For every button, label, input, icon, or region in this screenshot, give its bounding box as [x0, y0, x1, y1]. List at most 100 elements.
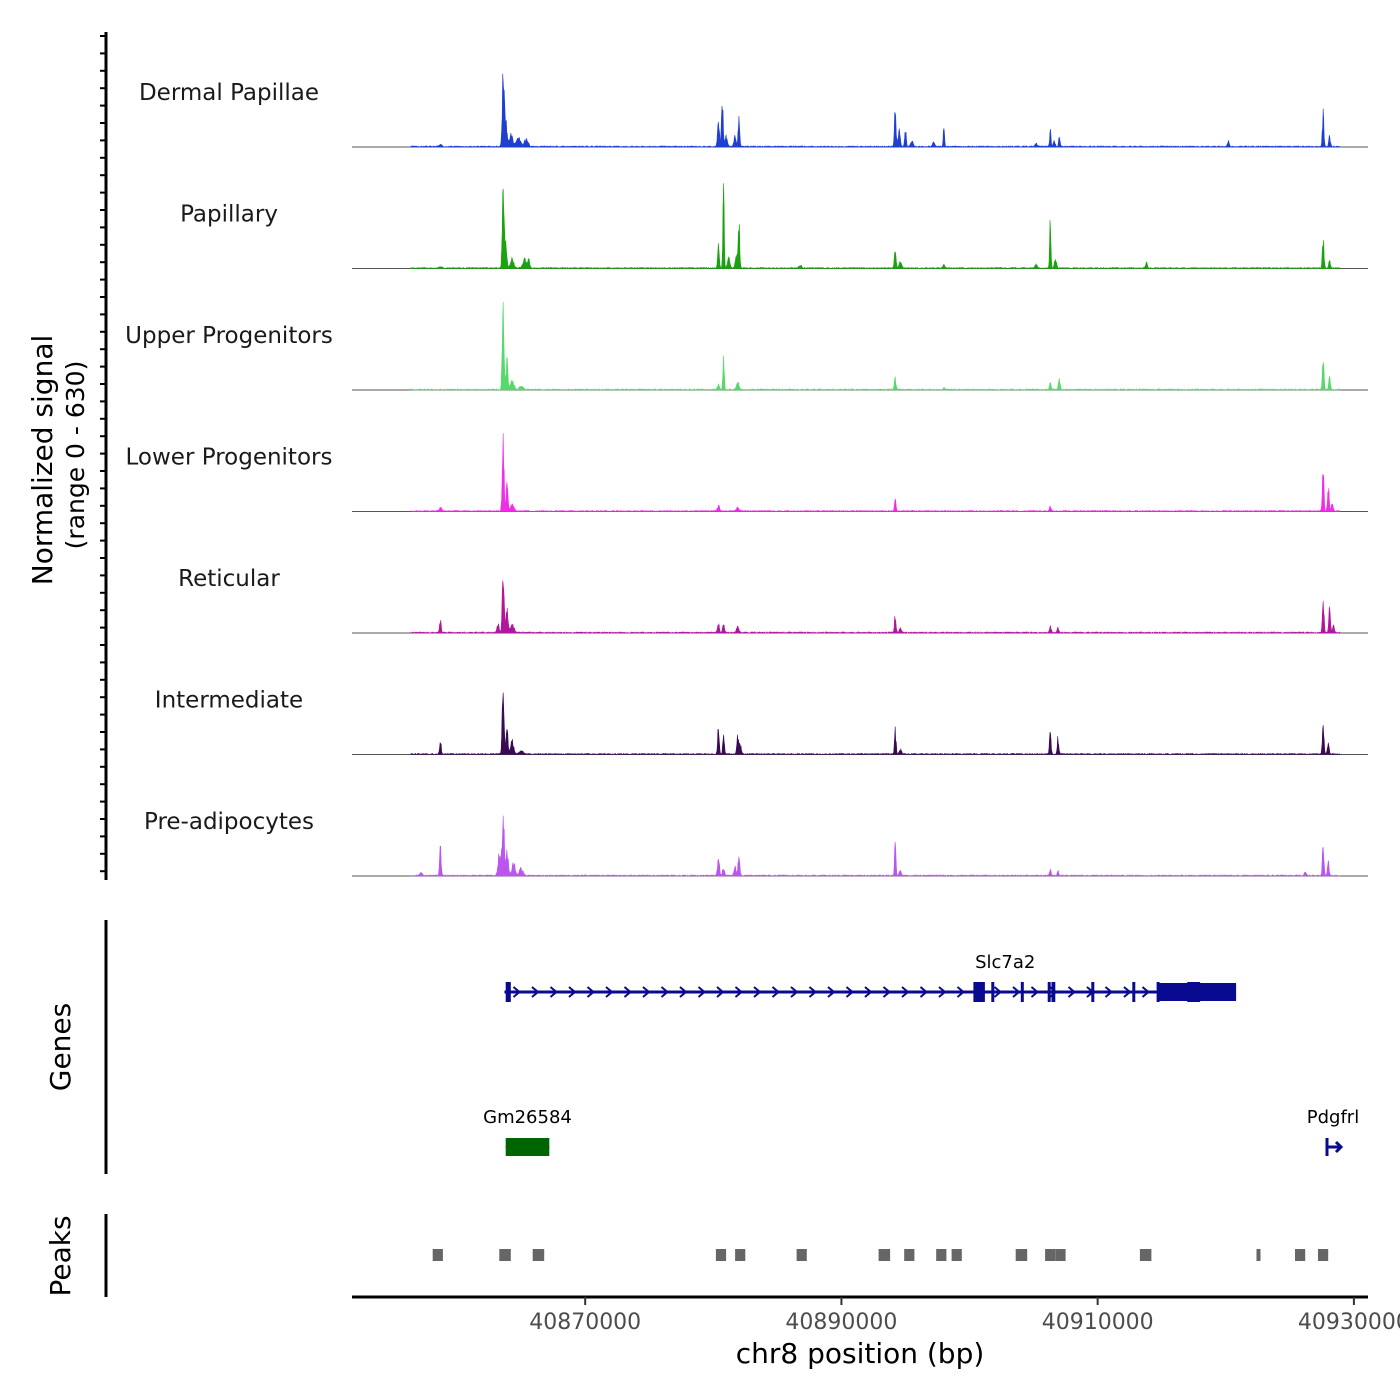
peak-region: [499, 1249, 511, 1261]
peak-region: [878, 1249, 891, 1261]
gene-exon: [1091, 982, 1095, 1002]
gene-strand-chevron: [623, 986, 633, 998]
x-axis-label: chr8 position (bp): [736, 1337, 985, 1370]
track-label: Lower Progenitors: [126, 445, 333, 471]
coverage-tracks: Dermal Papillae Papillary Upper Progenitor…: [125, 73, 1368, 877]
gene-strand-chevron: [845, 986, 855, 998]
peak-region: [796, 1249, 807, 1261]
x-tick-label: 40910000: [1042, 1310, 1154, 1335]
gene-strand-chevron: [568, 986, 577, 998]
gene-strand-chevron: [660, 986, 670, 998]
track-label: Papillary: [180, 202, 278, 228]
peak-region: [1318, 1249, 1329, 1261]
track-upper-progenitors: Upper Progenitors: [125, 301, 1368, 391]
gene-strand-chevron: [1141, 986, 1151, 998]
peak-region: [715, 1249, 727, 1261]
genes-panel: Genes Slc7a2 Gm26584 Pdgfrl: [44, 920, 1359, 1174]
peak-region: [1015, 1249, 1028, 1261]
gene-strand-chevron: [734, 986, 744, 998]
gene-exon: [1047, 982, 1051, 1002]
gene-strand-chevron: [586, 986, 596, 998]
track-label: Reticular: [178, 566, 280, 592]
gene-strand-chevron: [605, 986, 614, 998]
peak-region: [904, 1249, 915, 1261]
track-pre-adipocytes: Pre-adipocytes: [144, 809, 1368, 877]
coverage-area: [410, 73, 1341, 148]
x-tick-label: 40890000: [785, 1310, 897, 1335]
gene-exon: [1159, 983, 1237, 1001]
gene-tss-arrow: [1329, 1140, 1344, 1154]
coverage-area: [410, 692, 1341, 756]
gene-strand-chevron: [1104, 986, 1114, 998]
gene-exon: [973, 982, 985, 1002]
gene-exon: [505, 982, 511, 1002]
gene-exon: [1020, 982, 1024, 1002]
track-intermediate: Intermediate: [155, 688, 1368, 756]
peak-region: [735, 1249, 746, 1261]
gene-strand-chevron: [697, 986, 707, 998]
gene-strand-chevron: [642, 986, 651, 998]
x-axis-ticks: 40870000 40890000 40910000 40930000: [529, 1297, 1400, 1335]
gene-strand-chevron: [771, 986, 781, 998]
track-label: Upper Progenitors: [125, 323, 333, 349]
track-label: Intermediate: [155, 688, 303, 714]
gene-exon: [505, 1138, 550, 1156]
gene-strand-chevron: [679, 986, 688, 998]
coverage-area: [410, 433, 1341, 513]
gene-exon: [1051, 982, 1056, 1002]
gene-strand-chevron: [919, 986, 929, 998]
gene-exon: [1132, 982, 1136, 1002]
gene-strand-chevron: [993, 986, 1003, 998]
gene-strand-chevron: [901, 986, 910, 998]
gene-strand-chevron: [864, 986, 873, 998]
x-tick-label: 40930000: [1298, 1310, 1400, 1335]
coverage-y-label-line2: (range 0 - 630): [61, 361, 90, 550]
gene-strand-chevron: [827, 986, 836, 998]
coverage-area: [410, 815, 1341, 877]
gene-strand-chevron: [1067, 986, 1077, 998]
coverage-panel: Normalized signal (range 0 - 630) Dermal…: [26, 32, 1368, 880]
track-reticular: Reticular: [178, 566, 1368, 634]
gene-slc7a2: Slc7a2: [504, 952, 1237, 1002]
gene-label: Gm26584: [483, 1107, 572, 1128]
peak-region: [1256, 1249, 1261, 1261]
gene-strand-chevron: [531, 986, 540, 998]
x-axis: 40870000 40890000 40910000 40930000 chr8 po…: [352, 1295, 1400, 1370]
peaks-panel: Peaks: [44, 1214, 1329, 1297]
gene-strand-chevron: [1012, 986, 1021, 998]
peak-region: [936, 1249, 947, 1261]
track-label: Dermal Papillae: [139, 80, 319, 106]
track-papillary: Papillary: [180, 183, 1368, 270]
peaks-y-label: Peaks: [44, 1215, 77, 1296]
gene-strand-chevron: [1030, 986, 1040, 998]
gene-models: Slc7a2 Gm26584 Pdgfrl: [483, 952, 1359, 1156]
gene-strand-chevron: [882, 986, 892, 998]
gene-strand-chevron: [956, 986, 966, 998]
gene-pdgfrl: Pdgfrl: [1307, 1107, 1359, 1156]
gene-strand-chevron: [512, 986, 522, 998]
coverage-area: [410, 301, 1341, 391]
track-lower-progenitors: Lower Progenitors: [126, 433, 1368, 513]
gene-strand-chevron: [549, 986, 559, 998]
track-dermal-papillae: Dermal Papillae: [139, 73, 1368, 148]
coverage-area: [410, 183, 1340, 270]
peak-region: [951, 1249, 962, 1261]
gene-strand-chevron: [753, 986, 762, 998]
peak-region: [532, 1249, 545, 1261]
coverage-y-label-line1: Normalized signal: [26, 335, 59, 586]
peak-region: [1295, 1249, 1306, 1261]
gene-strand-chevron: [1123, 986, 1132, 998]
coverage-y-axis: [100, 32, 108, 880]
gene-strand-chevron: [716, 986, 725, 998]
genes-y-label: Genes: [44, 1003, 77, 1091]
track-label: Pre-adipocytes: [144, 809, 314, 835]
coverage-area: [410, 580, 1341, 634]
peak-region: [432, 1249, 443, 1261]
peak-region: [1139, 1249, 1152, 1261]
gene-strand-chevron: [808, 986, 818, 998]
gene-label: Pdgfrl: [1307, 1107, 1359, 1128]
gene-exon: [991, 982, 995, 1002]
gene-gm26584: Gm26584: [483, 1107, 572, 1156]
peak-regions: [432, 1249, 1329, 1261]
